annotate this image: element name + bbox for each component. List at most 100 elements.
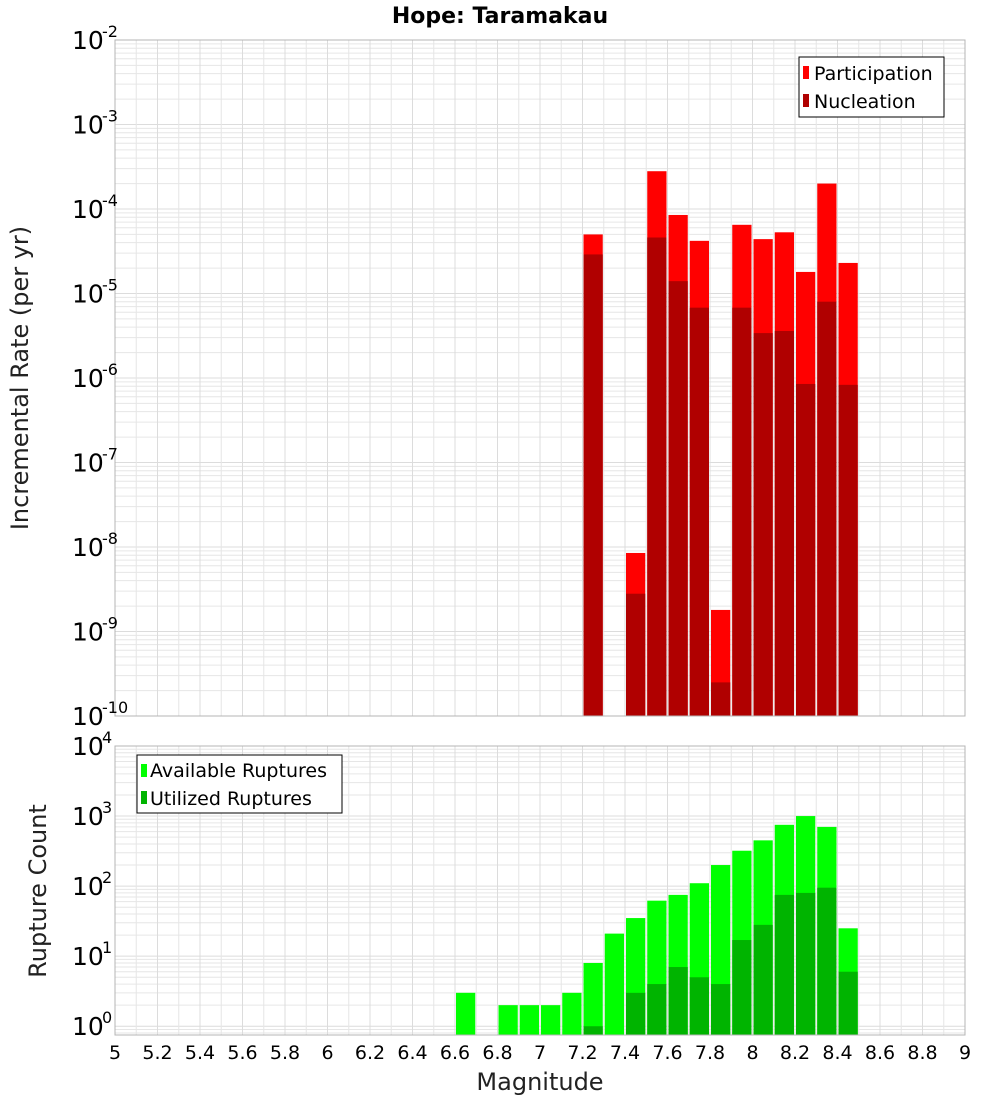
chart-title: Hope: Taramakau bbox=[392, 4, 608, 29]
top-y-tick-label: 10-5 bbox=[72, 276, 118, 309]
y-tick-exponent: 3 bbox=[102, 798, 112, 817]
utilized-bar bbox=[583, 1026, 603, 1035]
y-tick-exponent: 0 bbox=[102, 1008, 112, 1027]
available-legend-label: Available Ruptures bbox=[150, 760, 327, 782]
x-tick-label: 5.6 bbox=[227, 1042, 257, 1064]
top-y-tick-label: 10-2 bbox=[72, 22, 118, 55]
y-tick-exponent: -2 bbox=[102, 22, 118, 41]
participation-legend-label: Participation bbox=[814, 63, 933, 85]
nucleation-bar bbox=[774, 330, 794, 716]
nucleation-bar bbox=[689, 307, 709, 716]
x-tick-label: 6.4 bbox=[397, 1042, 427, 1064]
y-tick-exponent: 4 bbox=[102, 728, 112, 747]
top-bars bbox=[583, 171, 858, 717]
x-tick-label: 9 bbox=[959, 1042, 971, 1064]
y-tick-base: 10 bbox=[72, 280, 104, 309]
x-tick-label: 8.6 bbox=[865, 1042, 895, 1064]
top-y-tick-label: 10-4 bbox=[72, 191, 118, 224]
available-legend-swatch bbox=[141, 764, 147, 777]
y-tick-base: 10 bbox=[72, 111, 104, 140]
y-tick-base: 10 bbox=[72, 732, 104, 761]
available-bar bbox=[498, 1005, 518, 1035]
available-bar bbox=[583, 962, 603, 1035]
x-tick-label: 8 bbox=[746, 1042, 758, 1064]
utilized-bar bbox=[626, 992, 646, 1035]
y-tick-exponent: -4 bbox=[102, 191, 118, 210]
utilized-bar bbox=[647, 984, 667, 1035]
y-tick-base: 10 bbox=[72, 449, 104, 478]
top-gridlines bbox=[114, 39, 966, 717]
x-tick-label: 5.8 bbox=[270, 1042, 300, 1064]
top-y-tick-label: 10-6 bbox=[72, 360, 118, 393]
x-tick-label: 5 bbox=[109, 1042, 121, 1064]
bottom-y-tick-label: 101 bbox=[72, 938, 112, 971]
nucleation-legend-label: Nucleation bbox=[814, 91, 916, 113]
available-bar bbox=[604, 933, 624, 1035]
top-y-tick-label: 10-7 bbox=[72, 445, 118, 478]
nucleation-bar bbox=[626, 593, 646, 716]
utilized-bar bbox=[817, 887, 837, 1035]
y-tick-exponent: -8 bbox=[102, 529, 118, 548]
nucleation-bar bbox=[817, 301, 837, 716]
bottom-y-tick-label: 102 bbox=[72, 868, 112, 901]
y-tick-base: 10 bbox=[72, 1012, 104, 1041]
available-bar bbox=[456, 992, 476, 1035]
available-bar bbox=[541, 1005, 561, 1035]
utilized-bar bbox=[732, 940, 752, 1035]
bottom-y-tick-label: 104 bbox=[72, 728, 112, 761]
y-tick-exponent: -7 bbox=[102, 445, 118, 464]
nucleation-legend-swatch bbox=[803, 94, 809, 107]
bottom-bars bbox=[456, 816, 858, 1035]
bottom-plot-frame bbox=[114, 745, 966, 1036]
y-tick-base: 10 bbox=[72, 26, 104, 55]
y-tick-base: 10 bbox=[72, 802, 104, 831]
x-tick-label: 5.2 bbox=[142, 1042, 172, 1064]
utilized-bar bbox=[668, 967, 688, 1035]
available-bar bbox=[519, 1005, 539, 1035]
top-y-tick-label: 10-9 bbox=[72, 614, 118, 647]
utilized-legend-swatch bbox=[141, 791, 147, 804]
bottom-legend: Available Ruptures Utilized Ruptures bbox=[136, 754, 343, 814]
nucleation-bar bbox=[732, 307, 752, 716]
x-tick-label: 7.2 bbox=[567, 1042, 597, 1064]
x-axis-label: Magnitude bbox=[476, 1068, 603, 1096]
x-tick-label: 7 bbox=[534, 1042, 546, 1064]
nucleation-bar bbox=[838, 384, 858, 716]
x-tick-label: 6.2 bbox=[355, 1042, 385, 1064]
utilized-bar bbox=[711, 984, 731, 1035]
bottom-y-tick-label: 103 bbox=[72, 798, 112, 831]
y-tick-base: 10 bbox=[72, 702, 104, 731]
x-tick-label: 7.8 bbox=[695, 1042, 725, 1064]
utilized-bar bbox=[838, 971, 858, 1035]
y-tick-exponent: -5 bbox=[102, 276, 118, 295]
y-tick-exponent: -9 bbox=[102, 614, 118, 633]
utilized-bar bbox=[753, 924, 773, 1035]
y-tick-base: 10 bbox=[72, 942, 104, 971]
bottom-y-tick-label: 100 bbox=[72, 1008, 112, 1041]
x-tick-label: 5.4 bbox=[185, 1042, 215, 1064]
top-legend: Participation Nucleation bbox=[798, 56, 945, 118]
utilized-bar bbox=[689, 977, 709, 1035]
utilized-bar bbox=[796, 892, 816, 1035]
y-tick-exponent: -10 bbox=[102, 698, 128, 717]
participation-legend-swatch bbox=[803, 66, 809, 79]
top-y-tick-label: 10-10 bbox=[72, 698, 128, 731]
nucleation-bar bbox=[647, 237, 667, 717]
bottom-y-axis-label: Rupture Count bbox=[24, 804, 52, 978]
y-tick-base: 10 bbox=[72, 872, 104, 901]
y-tick-exponent: 2 bbox=[102, 868, 112, 887]
y-tick-base: 10 bbox=[72, 195, 104, 224]
x-tick-label: 6 bbox=[321, 1042, 333, 1064]
top-plot-frame bbox=[114, 39, 966, 717]
x-tick-label: 6.8 bbox=[482, 1042, 512, 1064]
x-tick-label: 7.6 bbox=[652, 1042, 682, 1064]
utilized-bar bbox=[774, 894, 794, 1035]
top-legend-box bbox=[798, 56, 945, 118]
x-tick-label: 8.8 bbox=[907, 1042, 937, 1064]
top-y-tick-label: 10-8 bbox=[72, 529, 118, 562]
